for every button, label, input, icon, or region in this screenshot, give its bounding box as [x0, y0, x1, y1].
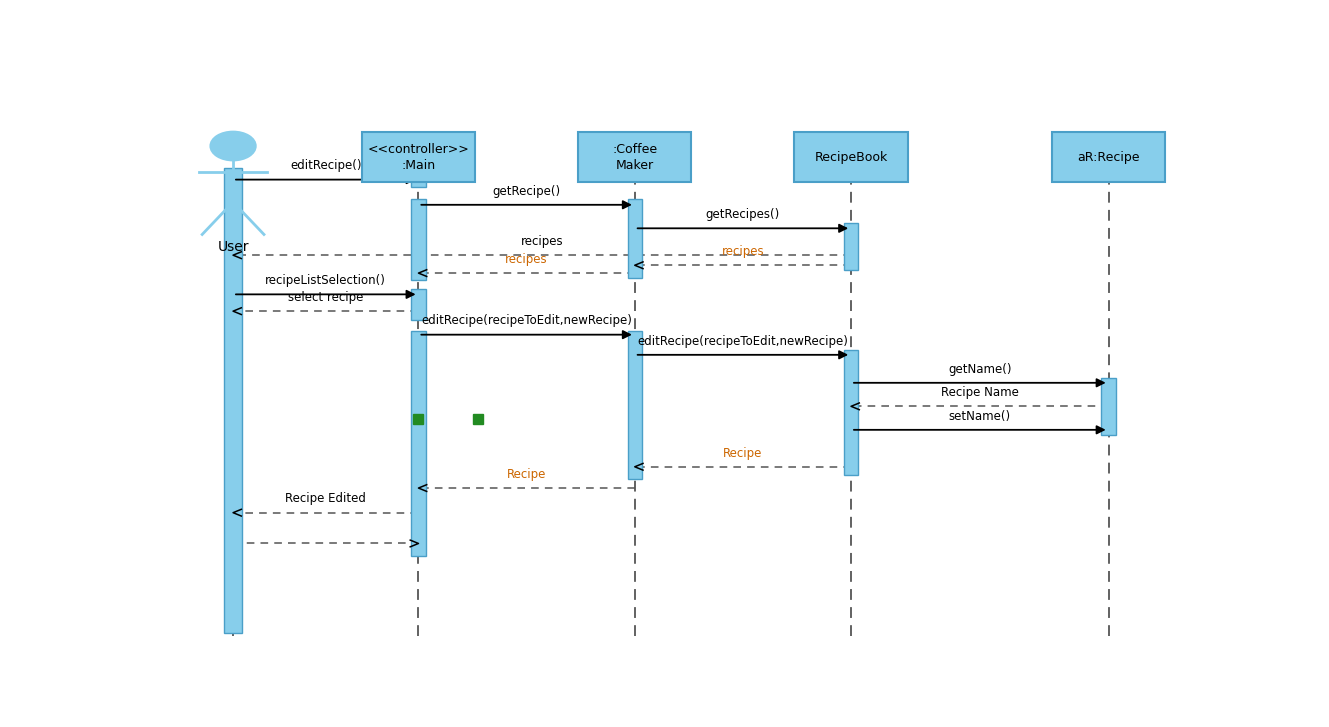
Text: User: User	[218, 240, 249, 254]
Text: <<controller>>
:Main: <<controller>> :Main	[368, 142, 469, 172]
Ellipse shape	[211, 132, 255, 160]
Text: getRecipes(): getRecipes()	[706, 208, 780, 221]
Bar	[1102, 378, 1116, 435]
Text: getName(): getName()	[948, 363, 1011, 376]
Text: recipes: recipes	[521, 235, 563, 248]
Text: editRecipe(recipeToEdit,newRecipe): editRecipe(recipeToEdit,newRecipe)	[421, 314, 633, 327]
Text: recipes: recipes	[722, 245, 764, 258]
Text: Recipe Edited: Recipe Edited	[286, 492, 367, 505]
Bar	[411, 175, 425, 187]
Text: editRecipe(): editRecipe()	[290, 159, 361, 172]
Text: setName(): setName()	[949, 409, 1011, 422]
Text: editRecipe(recipeToEdit,newRecipe): editRecipe(recipeToEdit,newRecipe)	[638, 334, 848, 348]
Text: Recipe: Recipe	[506, 467, 546, 481]
Bar	[411, 199, 425, 281]
Bar	[795, 132, 908, 182]
Text: RecipeBook: RecipeBook	[815, 150, 888, 164]
Bar	[1053, 132, 1166, 182]
Text: Recipe: Recipe	[723, 446, 763, 459]
Text: recipeListSelection(): recipeListSelection()	[266, 274, 387, 287]
Bar	[627, 331, 642, 479]
Bar	[411, 331, 425, 556]
Text: Recipe Name: Recipe Name	[941, 386, 1019, 399]
Text: aR:Recipe: aR:Recipe	[1078, 150, 1140, 164]
Bar	[223, 169, 242, 633]
Text: :Coffee
Maker: :Coffee Maker	[613, 142, 658, 172]
Text: recipes: recipes	[505, 253, 548, 266]
Text: getRecipe(): getRecipe()	[493, 185, 561, 198]
Text: select recipe: select recipe	[288, 291, 363, 304]
Bar	[844, 222, 859, 270]
Bar	[578, 132, 691, 182]
Bar	[844, 350, 859, 475]
Bar	[627, 199, 642, 278]
Bar	[411, 289, 425, 320]
Bar	[361, 132, 476, 182]
